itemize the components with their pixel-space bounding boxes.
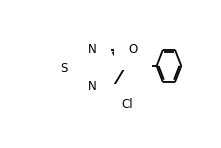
Text: S: S (61, 62, 68, 75)
Text: Cl: Cl (122, 98, 133, 111)
Text: N: N (88, 43, 97, 56)
Text: N: N (88, 80, 97, 93)
Text: O: O (129, 43, 138, 56)
